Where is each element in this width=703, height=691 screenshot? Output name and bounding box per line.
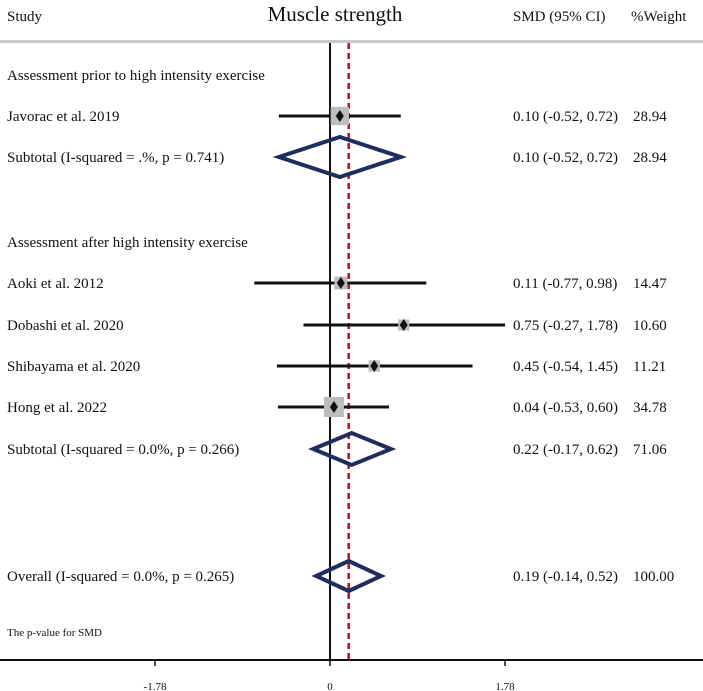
ci-text: 0.75 (-0.27, 1.78): [513, 318, 618, 334]
ci-text: 0.45 (-0.54, 1.45): [513, 359, 618, 375]
header-rule: [0, 40, 703, 43]
subtotal-diamond: [308, 430, 397, 468]
study-name: Dobashi et al. 2020: [7, 318, 124, 334]
footnote: The p-value for SMD: [7, 627, 102, 639]
study-row: [303, 319, 505, 331]
subtotal-label: Subtotal (I-squared = .%, p = 0.741): [7, 150, 224, 166]
point-estimate: [370, 360, 379, 372]
study-name: Hong et al. 2022: [7, 400, 107, 416]
weight-text: 34.78: [633, 400, 667, 416]
group-label-prior: Assessment prior to high intensity exerc…: [7, 68, 265, 84]
ci-text: 0.10 (-0.52, 0.72): [513, 109, 618, 125]
study-row: [278, 106, 401, 126]
ci-text: 0.19 (-0.14, 0.52): [513, 569, 618, 585]
overall-label: Overall (I-squared = 0.0%, p = 0.265): [7, 569, 234, 585]
header-weight: %Weight: [631, 9, 687, 25]
ci-text: 0.22 (-0.17, 0.62): [513, 442, 618, 458]
subtotal-diamond: [272, 134, 408, 180]
study-row: [254, 276, 427, 290]
ci-text: 0.10 (-0.52, 0.72): [513, 150, 618, 166]
overall-diamond: [311, 558, 386, 594]
subtotal-label: Subtotal (I-squared = 0.0%, p = 0.266): [7, 442, 239, 458]
ci-text: 0.04 (-0.53, 0.60): [513, 400, 618, 416]
x-tick-label: -1.78: [144, 681, 167, 691]
point-estimate: [399, 319, 408, 331]
chart-title: Muscle strength: [268, 2, 403, 26]
point-estimate: [329, 401, 338, 413]
point-estimate: [336, 277, 345, 289]
x-tick-label: 1.78: [495, 681, 515, 691]
weight-text: 100.00: [633, 569, 674, 585]
ci-text: 0.11 (-0.77, 0.98): [513, 276, 617, 292]
study-name: Aoki et al. 2012: [7, 276, 104, 292]
weight-text: 10.60: [633, 318, 667, 334]
study-row: [276, 360, 473, 372]
weight-text: 28.94: [633, 150, 667, 166]
header-effect: SMD (95% CI): [513, 9, 606, 25]
x-tick-label: 0: [327, 681, 333, 691]
study-name: Javorac et al. 2019: [7, 109, 119, 125]
header-study: Study: [7, 9, 43, 25]
weight-text: 11.21: [633, 359, 666, 375]
weight-text: 71.06: [633, 442, 667, 458]
weight-text: 14.47: [633, 276, 667, 292]
study-name: Shibayama et al. 2020: [7, 359, 140, 375]
weight-text: 28.94: [633, 109, 667, 125]
study-row: [277, 397, 389, 417]
group-label-after: Assessment after high intensity exercise: [7, 235, 248, 251]
point-estimate: [335, 110, 344, 122]
